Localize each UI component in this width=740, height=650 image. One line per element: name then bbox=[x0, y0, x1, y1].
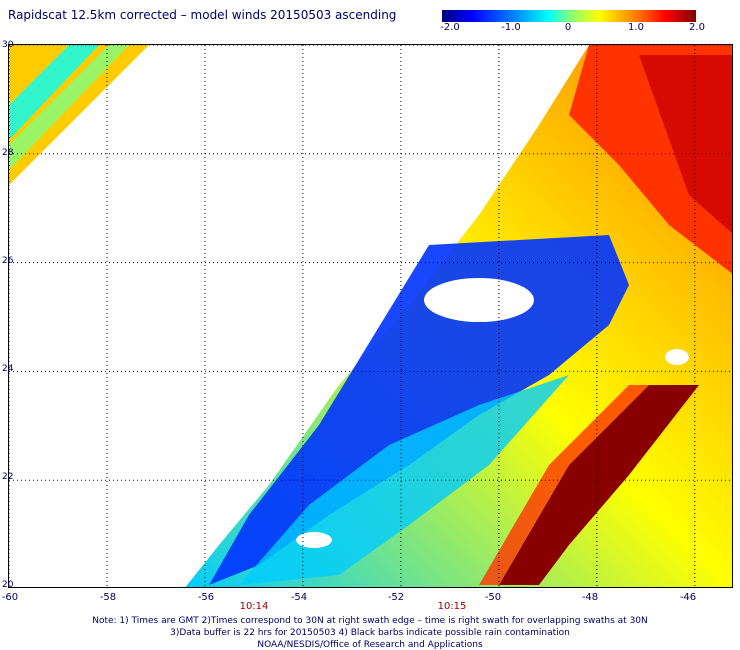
colorbar-tick: 1.0 bbox=[628, 22, 644, 33]
data-gap bbox=[296, 532, 332, 548]
swath-warm-top-core bbox=[639, 55, 732, 234]
lon-label: -60 bbox=[1, 592, 19, 603]
lat-label: 30 bbox=[2, 40, 14, 50]
swath-data bbox=[9, 45, 732, 587]
data-gap bbox=[665, 349, 689, 365]
time-label: 10:15 bbox=[437, 601, 467, 612]
map-title: Rapidscat 12.5km corrected – model winds… bbox=[8, 8, 397, 22]
lon-label: -52 bbox=[387, 592, 405, 603]
lon-label: -46 bbox=[679, 592, 697, 603]
swath-corner-inner bbox=[9, 45, 99, 140]
lat-label: 24 bbox=[2, 364, 14, 374]
data-gap bbox=[424, 278, 534, 322]
swath-blue-band bbox=[209, 235, 629, 585]
footnote-line-1: Note: 1) Times are GMT 2)Times correspon… bbox=[92, 616, 648, 626]
lon-label: -50 bbox=[484, 592, 502, 603]
time-label: 10:14 bbox=[239, 601, 269, 612]
colorbar-tick: -2.0 bbox=[440, 22, 460, 33]
swath-corner-inner-2 bbox=[9, 45, 129, 170]
colorbar-tick: -1.0 bbox=[501, 22, 521, 33]
footnote-line-2: 3)Data buffer is 22 hrs for 20150503 4) … bbox=[170, 628, 570, 638]
lat-label: 22 bbox=[2, 472, 14, 482]
swath-red-edge bbox=[479, 385, 649, 585]
swath-dark-red-core bbox=[499, 385, 699, 585]
colorbar-tick: 0 bbox=[564, 22, 572, 33]
colorbar bbox=[442, 10, 696, 22]
wind-difference-map bbox=[9, 45, 732, 587]
lat-label: 26 bbox=[2, 256, 14, 266]
lat-lon-grid bbox=[9, 45, 732, 587]
footnote-credit: NOAA/NESDIS/Office of Research and Appli… bbox=[257, 640, 483, 650]
colorbar-tick: 2.0 bbox=[689, 22, 705, 33]
lon-label: -58 bbox=[99, 592, 117, 603]
lat-label: 20 bbox=[2, 580, 14, 590]
lat-label: 28 bbox=[2, 148, 14, 158]
lon-label: -54 bbox=[290, 592, 308, 603]
map-plot-area bbox=[8, 44, 733, 588]
lon-label: -48 bbox=[581, 592, 599, 603]
swath-cyan-band bbox=[239, 375, 569, 585]
lon-label: -56 bbox=[197, 592, 215, 603]
